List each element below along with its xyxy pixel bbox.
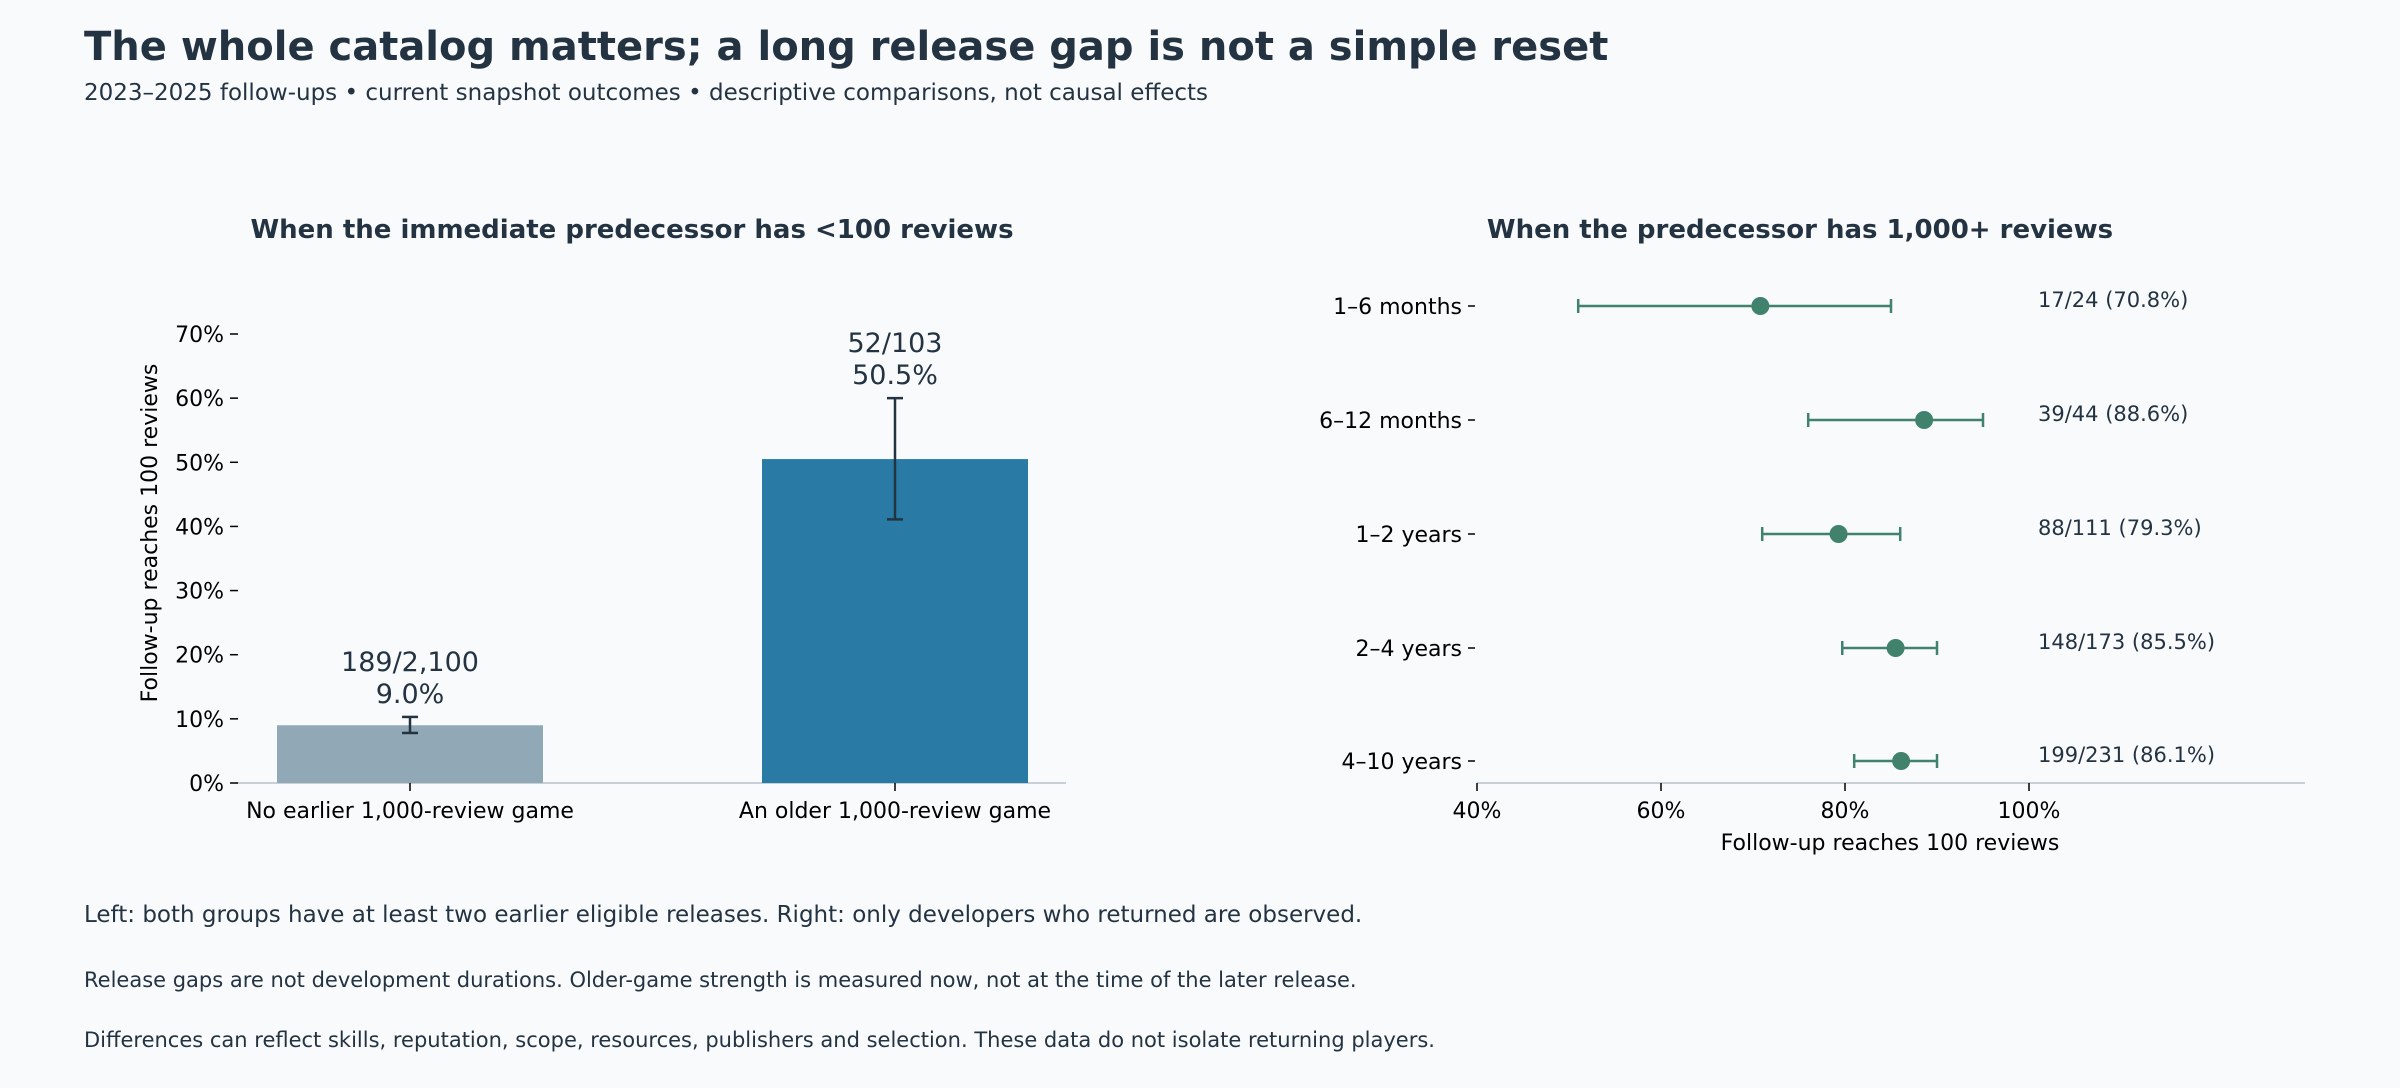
- point: [1892, 752, 1911, 770]
- left-y-tick-label: 60%: [175, 387, 224, 412]
- right-y-tick-label: 1–6 months: [1333, 295, 1462, 320]
- right-x-tick-label: 60%: [1637, 799, 1686, 824]
- point: [1751, 297, 1770, 315]
- footnote-3: Differences can reflect skills, reputati…: [84, 1028, 1435, 1052]
- bar-1: [277, 725, 543, 783]
- point-annotation: 17/24 (70.8%): [2038, 288, 2188, 312]
- point-group-5: 199/231 (86.1%): [1852, 743, 2215, 770]
- bar-count-label: 189/2,100: [341, 647, 479, 678]
- point: [1886, 639, 1905, 657]
- point-annotation: 148/173 (85.5%): [2038, 630, 2215, 654]
- right-points: 17/24 (70.8%) 39/44 (88.6%) 88/111 (79.3%)…: [1576, 288, 2215, 770]
- point-group-1: 17/24 (70.8%): [1576, 288, 2188, 315]
- right-x-axis-label: Follow-up reaches 100 reviews: [1721, 831, 2060, 856]
- right-dot-chart: When the predecessor has 1,000+ reviews …: [1319, 215, 2305, 856]
- right-y-tick-label: 6–12 months: [1319, 409, 1462, 434]
- left-y-tick-label: 70%: [175, 323, 224, 348]
- point: [1829, 525, 1848, 543]
- point-group-4: 148/173 (85.5%): [1840, 630, 2215, 657]
- page-title: The whole catalog matters; a long releas…: [84, 24, 1609, 70]
- footnote-1: Left: both groups have at least two earl…: [84, 902, 1363, 928]
- error-bar-2: [887, 396, 903, 521]
- left-y-tick-label: 10%: [175, 708, 224, 733]
- left-y-tick-label: 0%: [189, 772, 224, 797]
- left-y-tick-label: 20%: [175, 644, 224, 669]
- point: [1915, 411, 1934, 429]
- left-x-tick-label: No earlier 1,000-review game: [246, 799, 574, 824]
- point-group-2: 39/44 (88.6%): [1806, 402, 2188, 429]
- left-y-axis-label: Follow-up reaches 100 reviews: [138, 364, 163, 703]
- left-y-tick-label: 40%: [175, 515, 224, 540]
- footnote-2: Release gaps are not development duratio…: [84, 968, 1357, 992]
- bar-value-label: 9.0%: [376, 679, 445, 710]
- right-x-tick-label: 80%: [1821, 799, 1870, 824]
- left-x-tick-label: An older 1,000-review game: [739, 799, 1051, 824]
- left-bar-chart: When the immediate predecessor has <100 …: [138, 215, 1066, 824]
- right-y-tick-label: 1–2 years: [1355, 523, 1462, 548]
- point-annotation: 39/44 (88.6%): [2038, 402, 2188, 426]
- right-x-axis: 40% 60% 80% 100% 1–6 months 6–12 months 1–2 ye…: [1319, 295, 2305, 824]
- left-y-tick-label: 30%: [175, 580, 224, 605]
- right-chart-title: When the predecessor has 1,000+ reviews: [1487, 215, 2113, 245]
- bar-value-label: 50.5%: [852, 360, 938, 391]
- point-group-3: 88/111 (79.3%): [1760, 516, 2202, 543]
- point-annotation: 88/111 (79.3%): [2038, 516, 2202, 540]
- page-subtitle: 2023–2025 follow-ups • current snapshot …: [84, 80, 1209, 106]
- left-y-tick-label: 50%: [175, 451, 224, 476]
- right-x-tick-label: 100%: [1998, 799, 2061, 824]
- bar-count-label: 52/103: [848, 328, 943, 359]
- right-y-tick-label: 4–10 years: [1341, 750, 1462, 775]
- point-annotation: 199/231 (86.1%): [2038, 743, 2215, 767]
- right-y-tick-label: 2–4 years: [1355, 637, 1462, 662]
- left-chart-title: When the immediate predecessor has <100 …: [250, 215, 1013, 245]
- error-bar-1: [402, 715, 418, 735]
- right-x-tick-label: 40%: [1453, 799, 1502, 824]
